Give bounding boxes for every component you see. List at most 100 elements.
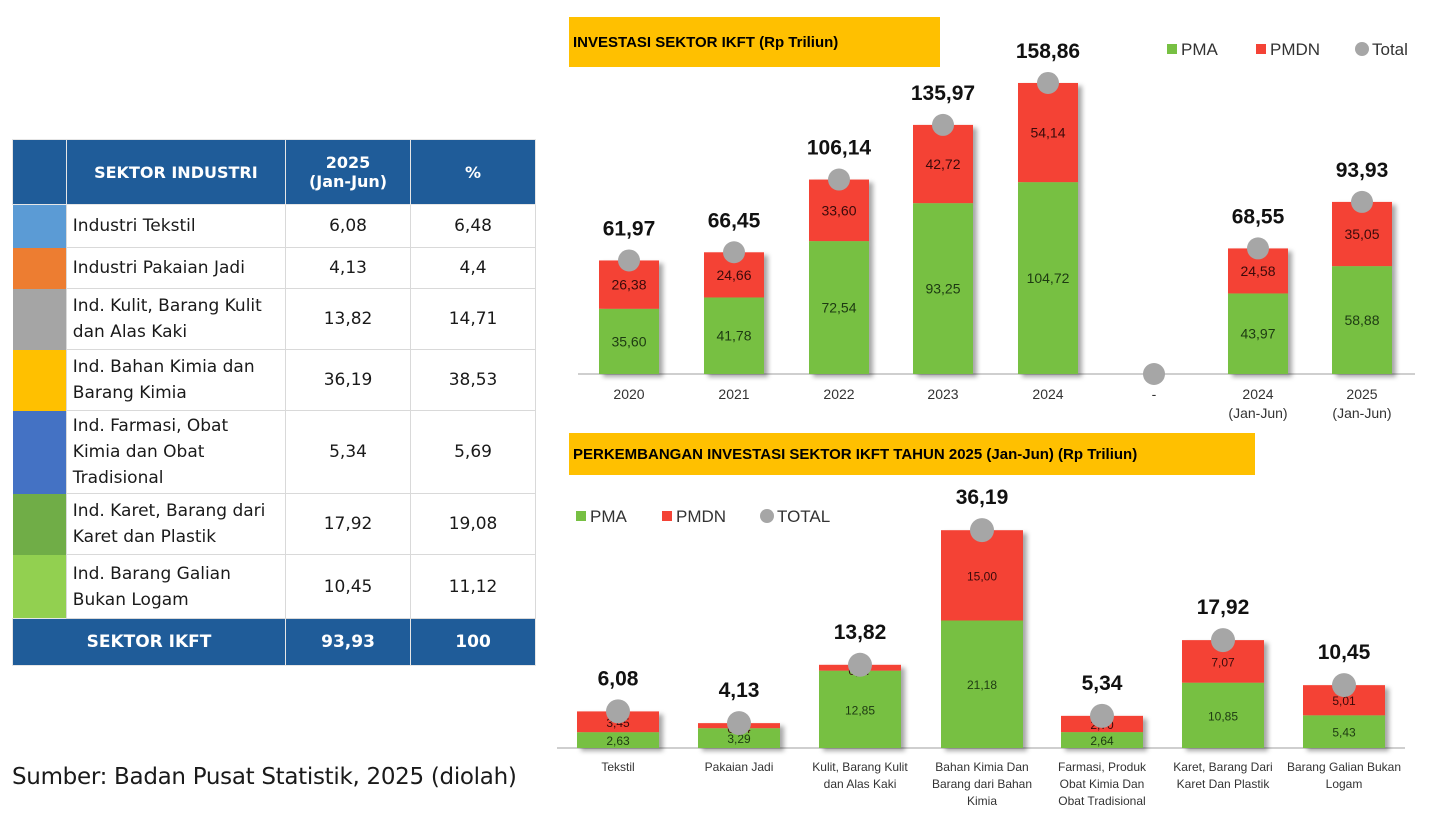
- bar-pma: [599, 308, 659, 374]
- header-value-line2: (Jan-Jun): [308, 172, 388, 191]
- total-label: 66,45: [708, 209, 761, 232]
- label-pma: 58,88: [1344, 312, 1379, 328]
- total-label: 158,86: [1016, 40, 1080, 63]
- row-sector-name: Ind. Karet, Barang dari Karet dan Plasti…: [65, 493, 287, 555]
- row-color-swatch: [12, 410, 67, 494]
- table-row: Ind. Karet, Barang dari Karet dan Plasti…: [12, 493, 536, 555]
- row-color-swatch: [12, 554, 67, 619]
- label-pmdn: 42,72: [925, 156, 960, 172]
- bar-pmdn: [1182, 640, 1264, 683]
- row-value: 36,19: [284, 349, 412, 411]
- x-tick-label: -: [1152, 386, 1157, 402]
- bar-pma: [941, 620, 1023, 748]
- bar-pma: [1303, 715, 1385, 748]
- total-label: 93,93: [1336, 159, 1389, 182]
- label-pmdn: 0,97: [848, 664, 872, 678]
- total-marker: [727, 711, 751, 736]
- label-pma: 2,64: [1090, 734, 1114, 748]
- total-marker: [828, 168, 850, 191]
- bar-pmdn: [577, 711, 659, 733]
- header-value-line1: 2025: [325, 153, 371, 172]
- label-pma: 3,29: [727, 732, 751, 746]
- row-percent: 6,48: [410, 204, 536, 248]
- total-label: 61,97: [603, 217, 656, 240]
- bar-stack: [1303, 685, 1385, 748]
- x-tick-label: Kulit, Barang Kulit: [812, 760, 908, 774]
- total-marker: [1090, 703, 1114, 728]
- header-value: 2025 (Jan-Jun): [284, 139, 412, 205]
- x-tick-label: Barang dari Bahan: [932, 777, 1032, 791]
- row-percent: 14,71: [410, 288, 536, 350]
- total-marker: [606, 699, 630, 724]
- x-tick-label: 2021: [718, 386, 749, 402]
- total-value: 93,93: [284, 618, 412, 666]
- total-marker: [932, 113, 954, 136]
- bar-stack: [819, 664, 901, 748]
- bar-pmdn: [1061, 715, 1143, 733]
- bar-stack: [1061, 715, 1143, 748]
- source-note: Sumber: Badan Pusat Statistik, 2025 (dio…: [12, 764, 517, 790]
- total-marker: [1143, 363, 1165, 385]
- x-tick-label: 2023: [927, 386, 958, 402]
- legend-label: PMA: [590, 507, 628, 526]
- bar-pma: [704, 297, 764, 374]
- row-value: 17,92: [284, 493, 412, 555]
- legend-label: PMDN: [1270, 40, 1320, 59]
- bar-pma: [1018, 182, 1078, 374]
- label-pma: 104,72: [1027, 270, 1070, 286]
- legend-swatch-pma: [576, 511, 586, 521]
- total-label: 4,13: [719, 679, 760, 702]
- x-tick-label: Kimia: [967, 794, 997, 808]
- total-label: 10,45: [1318, 641, 1371, 664]
- label-pmdn: 35,05: [1344, 226, 1379, 242]
- label-pma: 5,43: [1332, 726, 1356, 740]
- bar-stack: [577, 711, 659, 748]
- row-sector-name: Ind. Kulit, Barang Kulit dan Alas Kaki: [65, 288, 287, 350]
- bar-stack: [1018, 82, 1078, 374]
- total-marker: [848, 652, 872, 677]
- total-marker: [723, 241, 745, 264]
- x-tick-label: (Jan-Jun): [1332, 405, 1391, 421]
- bar-stack: [913, 124, 973, 374]
- total-marker: [1351, 190, 1373, 213]
- row-percent: 19,08: [410, 493, 536, 555]
- label-pma: 2,63: [606, 734, 630, 748]
- label-pmdn: 5,01: [1332, 694, 1356, 708]
- total-marker: [618, 249, 640, 272]
- row-value: 13,82: [284, 288, 412, 350]
- total-label: 36,19: [956, 486, 1009, 509]
- x-tick-label: 2022: [823, 386, 854, 402]
- label-pma: 93,25: [925, 281, 960, 297]
- bar-pmdn: [698, 723, 780, 729]
- label-pmdn: 24,58: [1240, 263, 1275, 279]
- bar-pmdn: [1018, 82, 1078, 183]
- row-color-swatch: [12, 349, 67, 411]
- row-percent: 38,53: [410, 349, 536, 411]
- sector-table: SEKTOR INDUSTRI 2025 (Jan-Jun) % Industr…: [12, 139, 536, 666]
- legend-marker-total: [1355, 42, 1369, 56]
- bar-stack: [941, 530, 1023, 748]
- legend-label: PMA: [1181, 40, 1219, 59]
- total-marker: [1332, 673, 1356, 698]
- label-pma: 21,18: [967, 678, 997, 692]
- bar-pmdn: [1303, 685, 1385, 716]
- table-header-row: SEKTOR INDUSTRI 2025 (Jan-Jun) %: [12, 139, 536, 205]
- x-tick-label: Farmasi, Produk: [1058, 760, 1147, 774]
- total-marker: [1247, 237, 1269, 260]
- total-label: 13,82: [834, 621, 887, 644]
- total-label: 6,08: [598, 667, 639, 690]
- row-sector-name: Ind. Farmasi, Obat Kimia dan Obat Tradis…: [65, 410, 287, 494]
- total-label: 17,92: [1197, 596, 1250, 619]
- x-tick-label: Obat Kimia Dan: [1060, 777, 1145, 791]
- row-color-swatch: [12, 288, 67, 350]
- total-label: 68,55: [1232, 205, 1285, 228]
- x-tick-label: Logam: [1326, 777, 1363, 791]
- chart1-title: INVESTASI SEKTOR IKFT (Rp Triliun): [569, 17, 940, 67]
- total-percent: 100: [410, 618, 536, 666]
- x-tick-label: Karet Dan Plastik: [1177, 777, 1271, 791]
- row-value: 4,13: [284, 247, 412, 289]
- row-color-swatch: [12, 493, 67, 555]
- bar-pma: [809, 241, 869, 374]
- table-row: Ind. Barang Galian Bukan Logam 10,45 11,12: [12, 554, 536, 619]
- legend-swatch-pmdn: [662, 511, 672, 521]
